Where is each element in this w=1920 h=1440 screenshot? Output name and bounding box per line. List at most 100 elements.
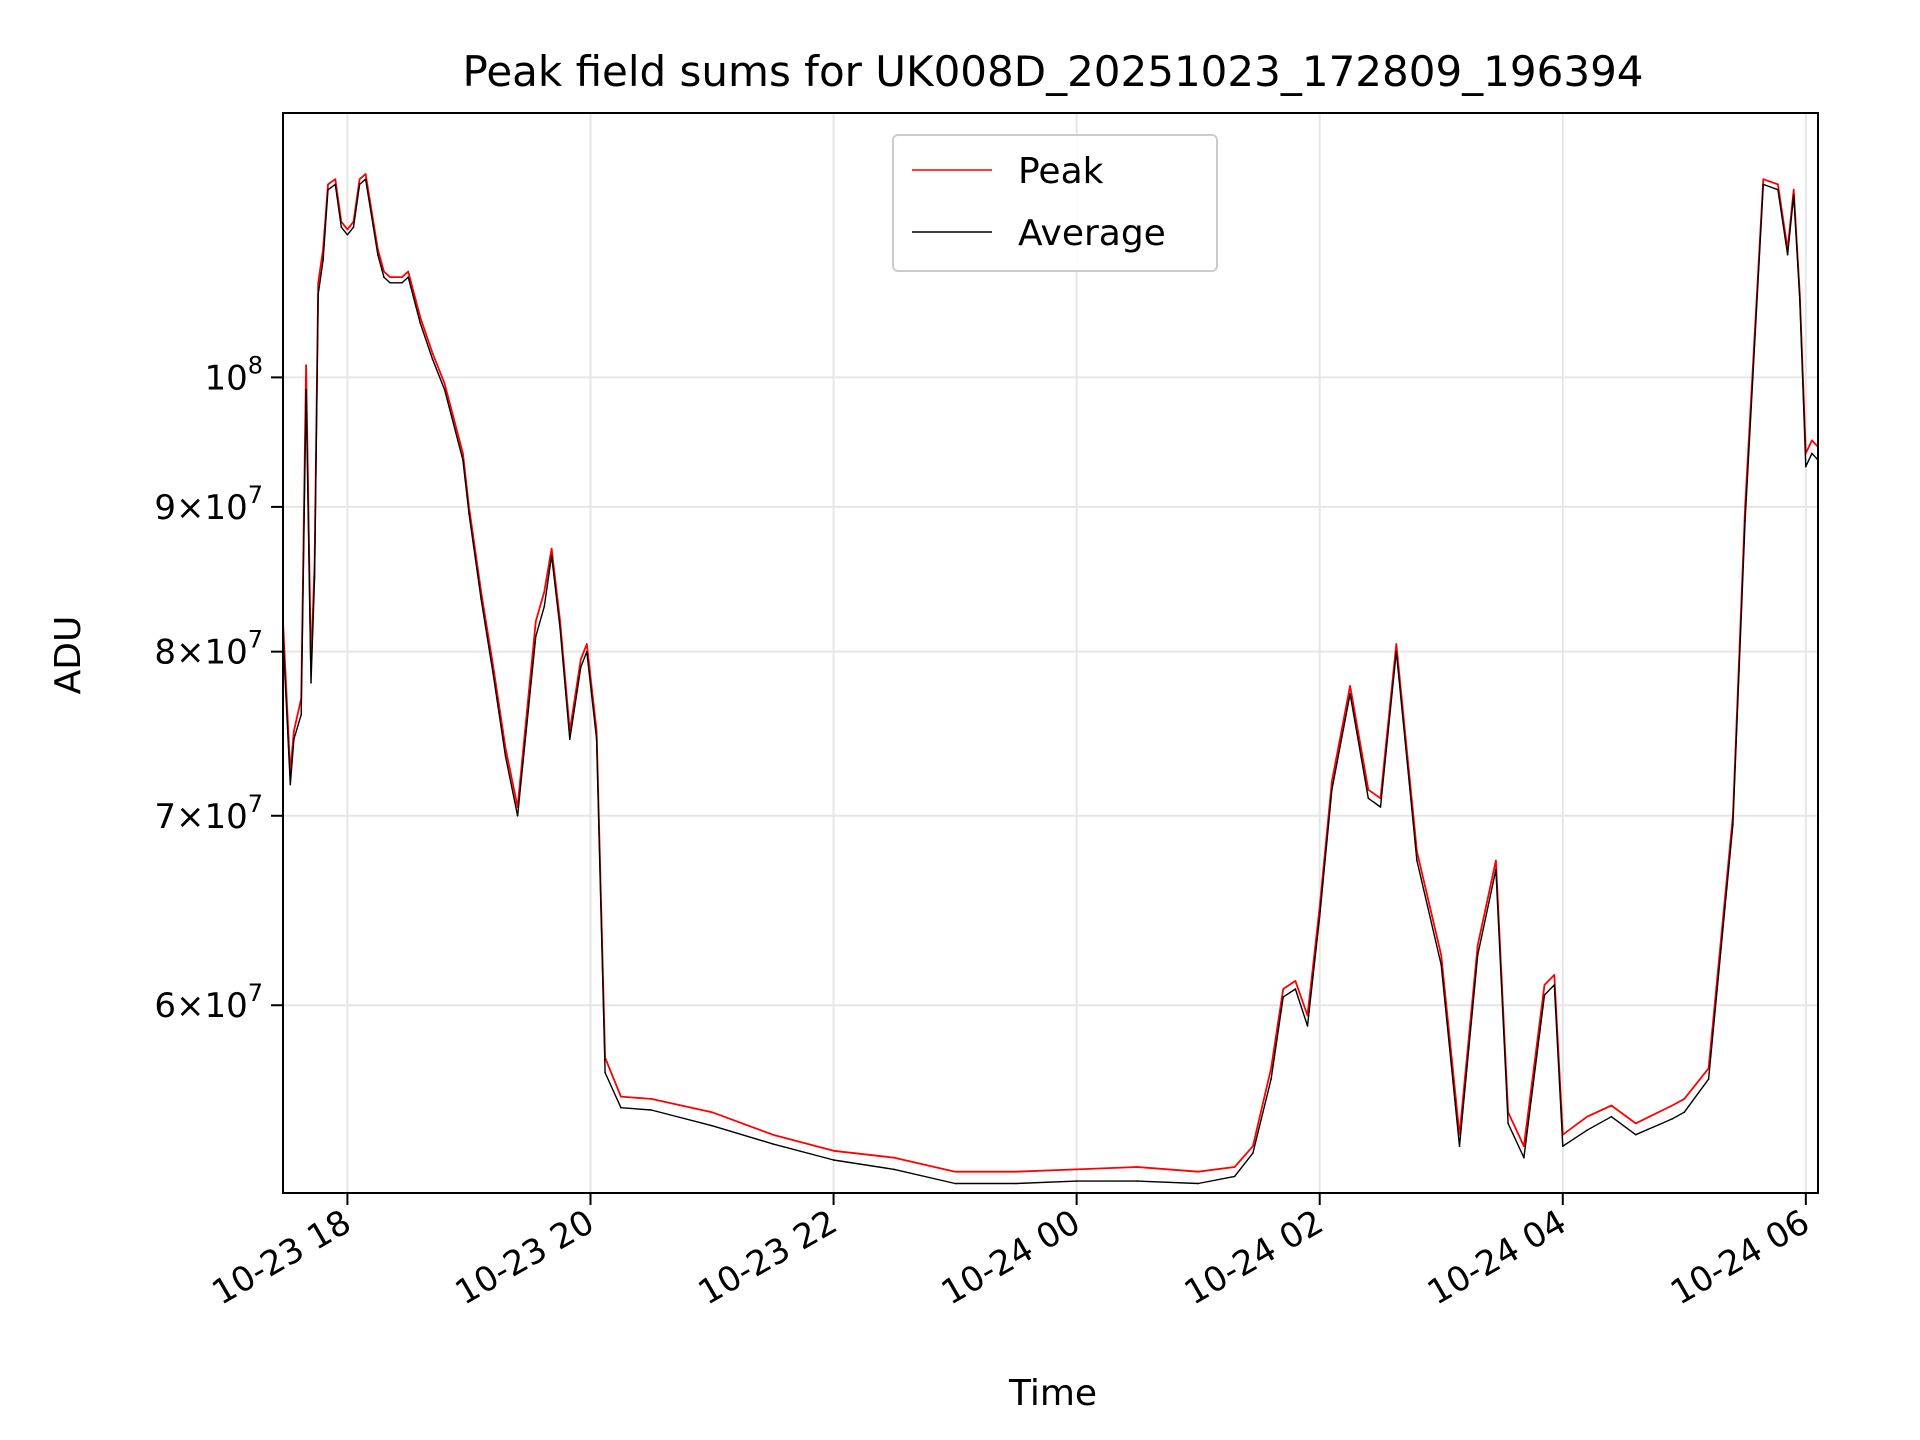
data-point-average — [1379, 806, 1382, 808]
data-point-peak — [1136, 1166, 1139, 1168]
data-point-peak — [1270, 1067, 1272, 1070]
data-point-average — [1395, 650, 1398, 653]
data-point-average — [1136, 1180, 1139, 1182]
legend-average-label: Average — [1018, 213, 1166, 254]
data-point-average — [1416, 859, 1418, 862]
data-point-average — [1318, 915, 1321, 918]
data-point-average — [462, 459, 464, 461]
data-point-peak — [620, 1095, 622, 1098]
data-point-peak — [1197, 1170, 1199, 1173]
data-point-average — [1252, 1152, 1254, 1154]
data-point-average — [340, 226, 343, 228]
data-point-average — [1507, 1122, 1509, 1125]
data-point-peak — [389, 276, 391, 278]
data-point-average — [1562, 1145, 1564, 1147]
data-point-peak — [772, 1133, 774, 1136]
plot-area-frame — [282, 112, 1819, 1194]
data-point-average — [389, 282, 391, 284]
data-point-peak — [1634, 1122, 1637, 1125]
data-point-average — [300, 713, 303, 716]
y-tick-label: 9×107 — [154, 481, 263, 528]
data-point-average — [1440, 964, 1442, 966]
data-point-peak — [401, 276, 403, 278]
data-point-average — [1707, 1078, 1710, 1080]
data-point-average — [1586, 1129, 1588, 1131]
data-point-average — [832, 1159, 835, 1161]
data-point-average — [1777, 188, 1779, 191]
data-point-average — [1075, 1180, 1078, 1182]
data-point-average — [289, 783, 292, 786]
data-point-peak — [1306, 1014, 1309, 1017]
data-point-peak — [711, 1111, 713, 1113]
data-point-average — [1458, 1145, 1461, 1147]
data-point-peak — [358, 178, 361, 180]
data-point-average — [559, 628, 561, 630]
data-point-peak — [543, 590, 546, 593]
data-point-average — [1233, 1175, 1236, 1178]
data-point-average — [1543, 994, 1546, 996]
data-point-peak — [586, 643, 588, 645]
data-point-average — [401, 282, 403, 284]
data-point-average — [1476, 954, 1479, 956]
chart-title: Peak field sums for UK008D_20251023_1728… — [462, 47, 1643, 96]
data-point-peak — [1294, 980, 1297, 982]
data-point-peak — [832, 1150, 835, 1152]
data-point-average — [317, 293, 320, 296]
data-point-average — [595, 738, 598, 740]
series-line-peak — [283, 173, 1818, 1173]
data-point-average — [550, 554, 553, 557]
data-point-peak — [1671, 1104, 1673, 1107]
data-point-peak — [443, 382, 446, 385]
data-point-average — [313, 576, 316, 578]
data-point-peak — [1495, 859, 1497, 862]
data-point-average — [480, 598, 482, 600]
data-point-average — [772, 1143, 774, 1145]
data-point-average — [322, 259, 324, 262]
data-point-peak — [346, 228, 349, 231]
data-point-peak — [1367, 788, 1370, 791]
data-point-average — [1553, 984, 1556, 986]
data-point-average — [443, 388, 446, 391]
data-point-average — [586, 650, 588, 653]
data-point-peak — [504, 746, 507, 749]
data-point-average — [1799, 299, 1801, 301]
data-point-peak — [1762, 178, 1765, 180]
data-point-average — [419, 322, 422, 325]
data-point-average — [468, 512, 470, 515]
data-point-average — [1683, 1111, 1686, 1113]
series-line-average — [283, 178, 1818, 1185]
data-point-peak — [1476, 944, 1479, 947]
data-point-average — [334, 183, 337, 186]
data-point-average — [364, 178, 367, 180]
data-point-peak — [1440, 954, 1442, 956]
data-point-peak — [383, 270, 385, 273]
data-point-average — [1762, 183, 1765, 186]
x-axis-label: Time — [1008, 1373, 1097, 1414]
data-point-peak — [419, 316, 422, 319]
data-point-average — [516, 815, 519, 817]
data-point-average — [305, 388, 307, 391]
data-point-average — [1792, 194, 1795, 196]
data-point-average — [1610, 1115, 1613, 1118]
grid-lines — [283, 113, 1818, 1193]
y-tick-label: 7×107 — [154, 790, 263, 837]
data-point-average — [346, 234, 349, 236]
data-point-peak — [1395, 643, 1398, 645]
y-axis-label: ADU — [48, 616, 89, 695]
data-point-peak — [1233, 1166, 1236, 1168]
data-point-average — [1367, 797, 1370, 800]
data-point-average — [1197, 1182, 1199, 1185]
data-point-average — [431, 358, 434, 360]
data-point-peak — [1075, 1168, 1078, 1171]
data-point-peak — [650, 1098, 653, 1100]
data-point-peak — [1811, 439, 1813, 442]
data-point-average — [1671, 1118, 1673, 1120]
y-axis-ticks: 6×107 7×107 8×107 9×107 108 — [154, 351, 283, 1026]
data-point-peak — [535, 620, 537, 623]
data-point-average — [1349, 693, 1351, 695]
data-point-average — [893, 1168, 896, 1171]
data-point-peak — [893, 1156, 896, 1159]
y-tick-label: 108 — [204, 351, 263, 398]
data-point-average — [1523, 1156, 1525, 1159]
